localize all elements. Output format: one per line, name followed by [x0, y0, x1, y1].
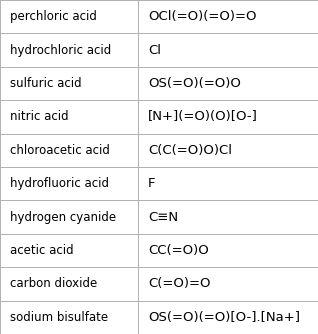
Text: acetic acid: acetic acid — [10, 244, 73, 257]
Text: sodium bisulfate: sodium bisulfate — [10, 311, 108, 324]
Text: sulfuric acid: sulfuric acid — [10, 77, 81, 90]
Text: [N+](=O)(O)[O-]: [N+](=O)(O)[O-] — [148, 111, 258, 123]
Text: OCl(=O)(=O)=O: OCl(=O)(=O)=O — [148, 10, 256, 23]
Text: Cl: Cl — [148, 44, 161, 56]
Text: OS(=O)(=O)O: OS(=O)(=O)O — [148, 77, 241, 90]
Text: carbon dioxide: carbon dioxide — [10, 278, 97, 290]
Text: CC(=O)O: CC(=O)O — [148, 244, 209, 257]
Text: OS(=O)(=O)[O-].[Na+]: OS(=O)(=O)[O-].[Na+] — [148, 311, 300, 324]
Text: C(C(=O)O)Cl: C(C(=O)O)Cl — [148, 144, 232, 157]
Text: C≡N: C≡N — [148, 211, 178, 223]
Text: perchloric acid: perchloric acid — [10, 10, 96, 23]
Text: hydrofluoric acid: hydrofluoric acid — [10, 177, 108, 190]
Text: nitric acid: nitric acid — [10, 111, 68, 123]
Text: chloroacetic acid: chloroacetic acid — [10, 144, 109, 157]
Text: hydrochloric acid: hydrochloric acid — [10, 44, 111, 56]
Text: F: F — [148, 177, 156, 190]
Text: hydrogen cyanide: hydrogen cyanide — [10, 211, 116, 223]
Text: C(=O)=O: C(=O)=O — [148, 278, 211, 290]
